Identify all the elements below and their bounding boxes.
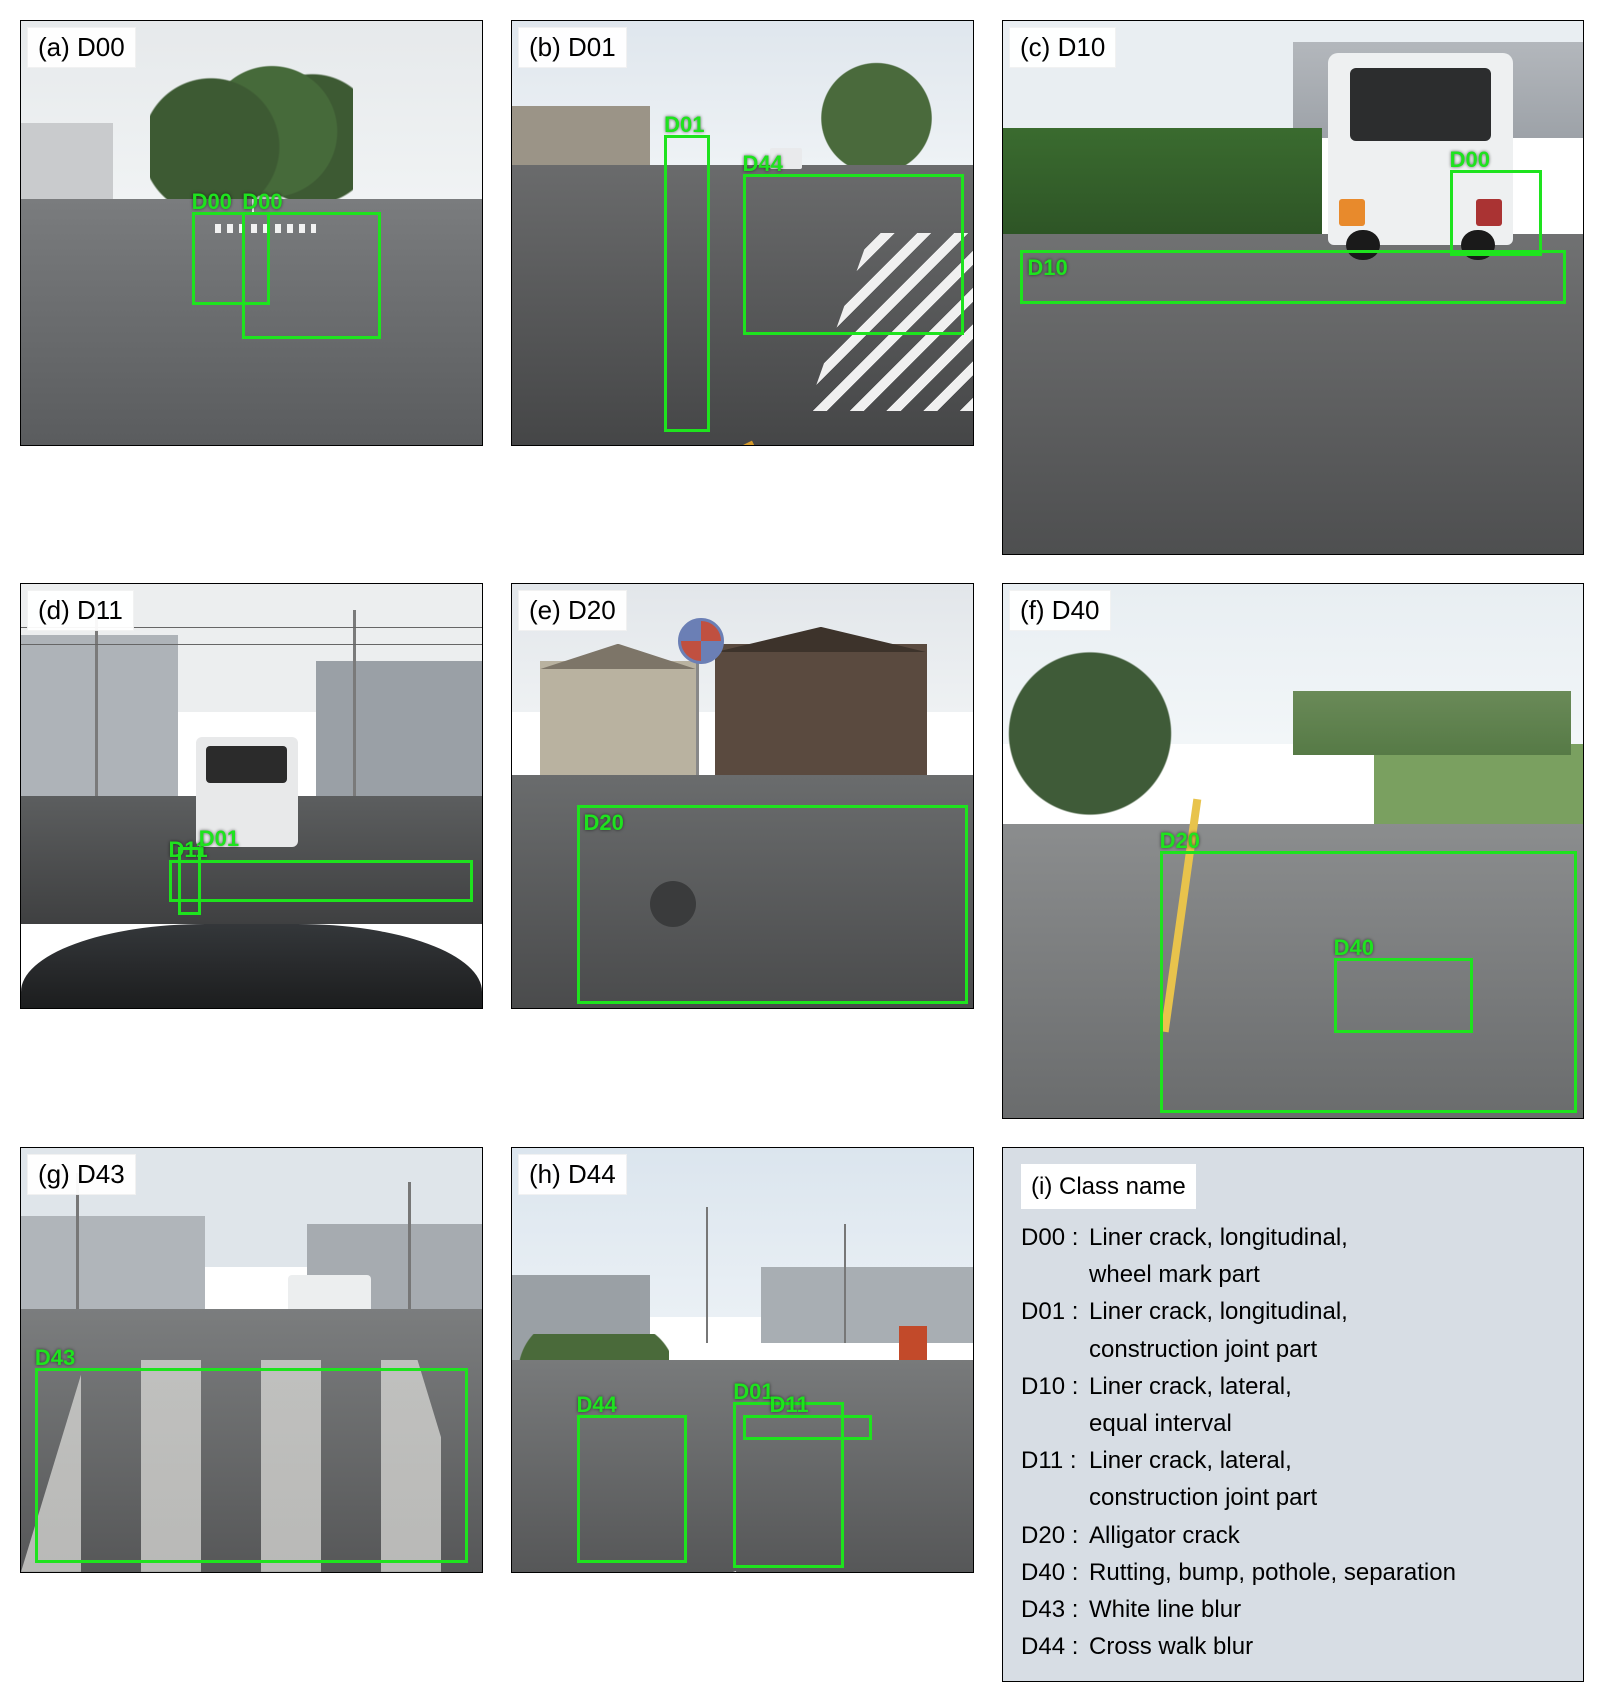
bbox-label: D10 xyxy=(1027,255,1067,281)
legend-desc-cont: construction joint part xyxy=(1021,1479,1565,1516)
bbox-label: D00 xyxy=(1450,147,1490,173)
bbox: D01 xyxy=(178,847,201,915)
bbox-label: D40 xyxy=(1334,935,1374,961)
bbox: D43 xyxy=(35,1368,468,1563)
legend-desc: Cross walk blur xyxy=(1089,1628,1565,1665)
bbox-label: D44 xyxy=(577,1392,617,1418)
scene-d xyxy=(21,584,482,1008)
bbox-label: D01 xyxy=(199,826,239,852)
panel-letter: (a) xyxy=(38,32,70,62)
legend-desc: Rutting, bump, pothole, separation xyxy=(1089,1554,1565,1591)
legend-desc-cont: equal interval xyxy=(1021,1405,1565,1442)
bbox: D44 xyxy=(743,174,964,335)
legend-desc-cont: wheel mark part xyxy=(1021,1256,1565,1293)
legend-desc: Liner crack, lateral, xyxy=(1089,1368,1565,1405)
panel-tag: (b) D01 xyxy=(518,27,627,68)
legend-desc: Liner crack, lateral, xyxy=(1089,1442,1565,1479)
panel-code: D44 xyxy=(568,1159,616,1189)
legend-panel: (i) Class name D00 :Liner crack, longitu… xyxy=(1002,1147,1584,1682)
panel-code: D10 xyxy=(1058,32,1106,62)
legend-code: D20 xyxy=(1021,1522,1065,1549)
bbox-label: D43 xyxy=(35,1345,75,1371)
panel-letter: (g) xyxy=(38,1159,70,1189)
panel-tag: (a) D00 xyxy=(27,27,136,68)
panel-tag: (f) D40 xyxy=(1009,590,1110,631)
bbox: D01 xyxy=(664,135,710,432)
legend-desc: Liner crack, longitudinal, xyxy=(1089,1219,1565,1256)
bbox: D00 xyxy=(1450,170,1543,255)
panel-code: D40 xyxy=(1052,595,1100,625)
panel-code: D20 xyxy=(568,595,616,625)
legend-list: D00 :Liner crack, longitudinal, wheel ma… xyxy=(1021,1219,1565,1665)
legend-desc: Liner crack, longitudinal, xyxy=(1089,1293,1565,1330)
panel-tag: (g) D43 xyxy=(27,1154,136,1195)
bbox-label: D01 xyxy=(733,1379,773,1405)
panel-letter: (e) xyxy=(529,595,561,625)
legend-code: D11 xyxy=(1021,1447,1063,1474)
panel-code: D11 xyxy=(77,595,123,625)
legend-desc: Alligator crack xyxy=(1089,1517,1565,1554)
bbox: D11 xyxy=(169,860,473,902)
panel-tag: (h) D44 xyxy=(518,1154,627,1195)
bbox-label: D11 xyxy=(770,1392,809,1418)
bbox: D20 xyxy=(577,805,969,1004)
panel-e-d20: (e) D20 D20 xyxy=(511,583,974,1009)
legend-code: D43 xyxy=(1021,1596,1065,1623)
panel-code: D01 xyxy=(568,32,616,62)
bbox-label: D20 xyxy=(1160,828,1200,854)
bbox-label: D00 xyxy=(242,189,282,215)
panel-f-d40: (f) D40 D20 D40 xyxy=(1002,583,1584,1118)
panel-code: D43 xyxy=(77,1159,125,1189)
panel-h-d44: (h) D44 D44 D01 D11 xyxy=(511,1147,974,1573)
bbox: D00 xyxy=(242,212,380,339)
panel-letter: (f) xyxy=(1020,595,1045,625)
legend-code: D01 xyxy=(1021,1298,1065,1325)
bbox: D40 xyxy=(1334,958,1473,1033)
panel-b-d01: (b) D01 D01 D44 xyxy=(511,20,974,446)
legend-code: D00 xyxy=(1021,1224,1065,1251)
bbox: D44 xyxy=(577,1415,688,1563)
panel-g-d43: (g) D43 D43 xyxy=(20,1147,483,1573)
bbox-label: D00 xyxy=(192,189,232,215)
bbox-label: D20 xyxy=(584,810,624,836)
legend-desc-cont: construction joint part xyxy=(1021,1331,1565,1368)
panel-code: D00 xyxy=(77,32,125,62)
panel-a-d00: (a) D00 D00 D00 xyxy=(20,20,483,446)
bbox: D11 xyxy=(743,1415,872,1440)
legend-code: D10 xyxy=(1021,1373,1065,1400)
legend-desc: White line blur xyxy=(1089,1591,1565,1628)
panel-c-d10: (c) D10 D10 D00 xyxy=(1002,20,1584,555)
legend-code: D40 xyxy=(1021,1559,1065,1586)
panel-letter: (h) xyxy=(529,1159,561,1189)
bbox: D10 xyxy=(1020,250,1565,303)
panel-letter: (c) xyxy=(1020,32,1050,62)
panel-tag: (c) D10 xyxy=(1009,27,1116,68)
panel-tag: (e) D20 xyxy=(518,590,627,631)
bbox-label: D01 xyxy=(664,112,704,138)
panel-letter: (b) xyxy=(529,32,561,62)
bbox-label: D44 xyxy=(743,151,783,177)
panel-tag: (d) D11 xyxy=(27,590,134,631)
legend-code: D44 xyxy=(1021,1633,1065,1660)
figure-grid: (a) D00 D00 D00 (b) D01 xyxy=(20,20,1584,1682)
panel-letter: (d) xyxy=(38,595,70,625)
legend-title: (i) Class name xyxy=(1021,1164,1196,1209)
panel-d-d11: (d) D11 D11 D01 xyxy=(20,583,483,1009)
